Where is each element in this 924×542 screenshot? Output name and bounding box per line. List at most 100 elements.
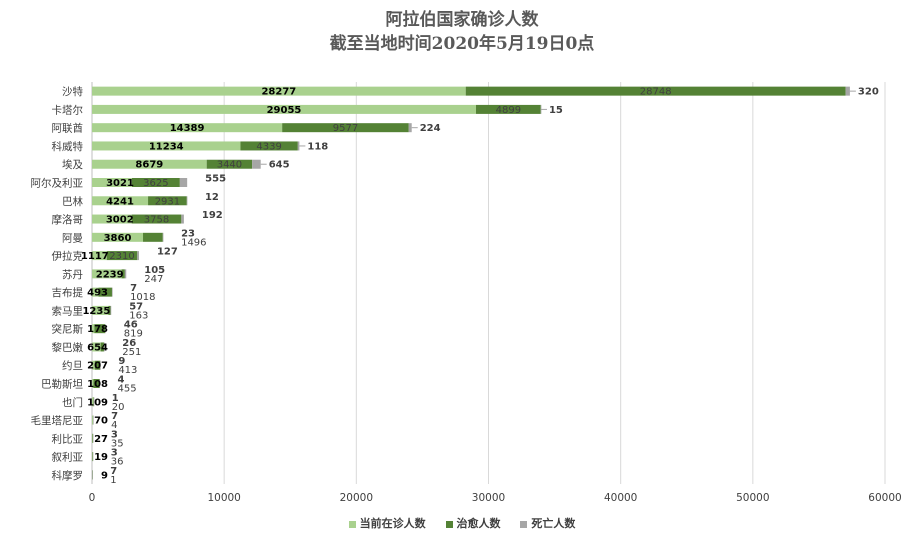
x-tick-label-2: 20000 bbox=[340, 492, 373, 504]
bar-deaths-2 bbox=[408, 123, 412, 133]
bar-current-13 bbox=[92, 324, 95, 334]
chart-titles: 阿拉伯国家确诊人数 截至当地时间2020年5月19日0点 bbox=[0, 8, 924, 56]
bar-recovered-0 bbox=[465, 86, 846, 96]
bar-recovered-15 bbox=[94, 360, 101, 370]
category-label-5: 阿尔及利亚 bbox=[31, 177, 84, 190]
legend-label-deaths: 死亡人数 bbox=[531, 517, 576, 530]
category-label-7: 摩洛哥 bbox=[52, 213, 84, 226]
bar-recovered-5 bbox=[131, 178, 180, 187]
category-label-19: 利比亚 bbox=[52, 432, 84, 445]
data-label-deaths-12: 57 bbox=[129, 301, 143, 312]
data-label-current-0: 28277 bbox=[261, 87, 296, 98]
category-label-2: 阿联酋 bbox=[52, 122, 84, 135]
data-label-deaths-7: 192 bbox=[202, 210, 223, 221]
bar-current-3 bbox=[92, 141, 241, 151]
bar-deaths-20 bbox=[92, 452, 94, 462]
data-label-recovered-6: 2931 bbox=[155, 196, 180, 207]
legend-swatch-recovered bbox=[445, 520, 453, 528]
category-label-15: 约旦 bbox=[62, 359, 83, 372]
bar-deaths-7 bbox=[181, 214, 184, 224]
category-label-11: 吉布提 bbox=[52, 287, 84, 299]
x-tick-label-1: 10000 bbox=[207, 492, 240, 504]
data-label-deaths-9: 127 bbox=[157, 247, 178, 258]
data-label-deaths-10: 105 bbox=[144, 265, 165, 276]
data-label-deaths-16: 4 bbox=[117, 375, 124, 386]
data-label-recovered-5: 3625 bbox=[143, 178, 168, 189]
x-tick-label-4: 40000 bbox=[604, 492, 637, 504]
bar-recovered-13 bbox=[94, 324, 106, 334]
bar-deaths-10 bbox=[124, 269, 127, 279]
x-tick-label-0: 0 bbox=[89, 492, 96, 504]
category-label-3: 科威特 bbox=[52, 140, 84, 153]
data-label-deaths-2: 224 bbox=[420, 123, 441, 134]
data-label-deaths-17: 1 bbox=[112, 393, 119, 404]
data-label-deaths-11: 7 bbox=[130, 283, 137, 294]
bar-current-11 bbox=[92, 287, 99, 297]
data-label-recovered-7: 3758 bbox=[144, 215, 169, 226]
data-label-current-4: 8679 bbox=[135, 160, 163, 171]
data-label-current-20: 19 bbox=[94, 452, 108, 463]
bar-current-1 bbox=[92, 104, 477, 114]
category-label-20: 叙利亚 bbox=[52, 451, 84, 464]
legend-label-current: 当前在诊人数 bbox=[359, 517, 426, 530]
bar-current-6 bbox=[92, 196, 149, 206]
bar-recovered-6 bbox=[148, 196, 187, 206]
data-label-current-12: 1235 bbox=[82, 306, 110, 317]
data-label-deaths-21: 7 bbox=[110, 466, 117, 477]
bar-deaths-17 bbox=[93, 397, 95, 407]
data-label-current-5: 3021 bbox=[106, 178, 134, 189]
bar-current-8 bbox=[92, 232, 144, 242]
category-label-0: 沙特 bbox=[62, 86, 83, 98]
category-label-1: 卡塔尔 bbox=[52, 103, 84, 116]
data-label-recovered-8: 1496 bbox=[181, 237, 206, 248]
legend-swatch-current bbox=[348, 520, 356, 528]
bar-recovered-9 bbox=[106, 251, 138, 261]
data-label-recovered-15: 413 bbox=[118, 365, 137, 376]
data-label-recovered-20: 36 bbox=[111, 457, 124, 468]
bar-recovered-10 bbox=[121, 269, 125, 279]
bar-recovered-2 bbox=[282, 123, 409, 133]
data-label-recovered-4: 3440 bbox=[217, 160, 242, 171]
chart-subtitle: 截至当地时间2020年5月19日0点 bbox=[329, 34, 595, 54]
category-label-17: 也门 bbox=[62, 396, 83, 409]
data-label-recovered-3: 4339 bbox=[256, 141, 281, 152]
data-label-deaths-6: 12 bbox=[205, 192, 219, 203]
bar-current-9 bbox=[92, 251, 107, 261]
bar-deaths-19 bbox=[92, 433, 94, 443]
bar-deaths-15 bbox=[100, 360, 101, 370]
x-tick-label-3: 30000 bbox=[472, 492, 505, 504]
bar-recovered-12 bbox=[108, 305, 111, 315]
data-label-deaths-15: 9 bbox=[118, 356, 125, 367]
bar-current-17 bbox=[92, 397, 94, 407]
data-label-current-7: 3002 bbox=[106, 215, 134, 226]
bar-deaths-6 bbox=[186, 196, 188, 206]
category-label-18: 毛里塔尼亚 bbox=[31, 414, 84, 427]
data-label-current-11: 493 bbox=[87, 288, 108, 299]
data-label-current-14: 654 bbox=[87, 342, 108, 353]
data-label-deaths-5: 555 bbox=[205, 174, 226, 185]
data-label-recovered-18: 4 bbox=[111, 420, 117, 431]
bar-current-5 bbox=[92, 178, 132, 187]
bar-recovered-11 bbox=[98, 287, 112, 297]
data-label-deaths-8: 23 bbox=[181, 228, 195, 239]
data-label-recovered-9: 2310 bbox=[109, 251, 134, 262]
category-label-6: 巴林 bbox=[62, 195, 83, 208]
bar-recovered-20 bbox=[92, 452, 93, 462]
bar-recovered-8 bbox=[143, 232, 163, 242]
bar-deaths-4 bbox=[252, 159, 261, 169]
category-label-4: 埃及 bbox=[62, 158, 83, 171]
data-label-deaths-3: 118 bbox=[307, 141, 328, 152]
chart-title: 阿拉伯国家确诊人数 bbox=[385, 10, 539, 30]
bar-current-16 bbox=[92, 379, 94, 388]
bar-current-14 bbox=[92, 342, 101, 352]
data-label-current-6: 4241 bbox=[106, 196, 134, 207]
bar-deaths-5 bbox=[179, 178, 188, 187]
data-label-current-15: 207 bbox=[87, 361, 108, 372]
bar-deaths-0 bbox=[845, 86, 850, 96]
bar-current-10 bbox=[92, 269, 122, 279]
data-label-deaths-14: 26 bbox=[122, 338, 136, 349]
x-tick-label-6: 60000 bbox=[868, 492, 901, 504]
bar-recovered-19 bbox=[92, 433, 93, 443]
data-label-recovered-17: 20 bbox=[112, 402, 125, 413]
legend-item-deaths: 死亡人数 bbox=[520, 515, 575, 531]
